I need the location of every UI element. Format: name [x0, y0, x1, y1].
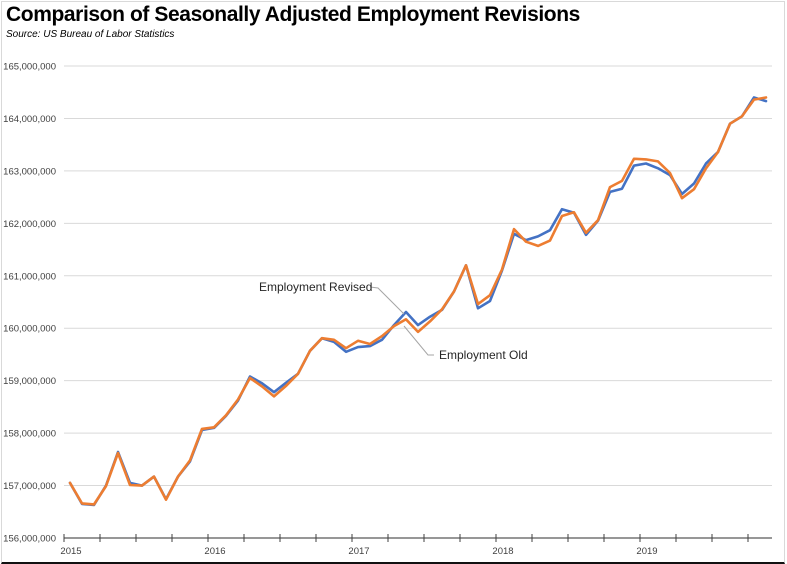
annotation-employment-revised: Employment Revised — [259, 280, 372, 294]
chart-title: Comparison of Seasonally Adjusted Employ… — [6, 3, 580, 26]
x-tick-label: 2016 — [204, 546, 225, 557]
chart-subtitle: Source: US Bureau of Labor Statistics — [6, 29, 175, 40]
annotation-leader-revised — [369, 286, 405, 315]
y-tick-label: 159,000,000 — [3, 376, 56, 387]
annotation-leader-old — [403, 325, 434, 356]
gridlines — [64, 65, 772, 487]
x-tick-label: 2018 — [492, 546, 513, 557]
series-line-employment-revised — [68, 96, 768, 507]
y-tick-label: 160,000,000 — [3, 324, 56, 335]
series-lines — [68, 96, 768, 507]
y-axis-tick-labels: 156,000,000 157,000,000 158,000,000 159,000… — [3, 62, 56, 545]
y-tick-label: 156,000,000 — [3, 534, 56, 545]
x-tick-label: 2017 — [348, 546, 369, 557]
series-line-employment-old — [68, 96, 768, 506]
y-tick-label: 158,000,000 — [3, 429, 56, 440]
y-tick-label: 161,000,000 — [3, 271, 56, 282]
annotations: Employment Revised Employment Old — [259, 280, 528, 362]
x-tick-label: 2015 — [60, 546, 81, 557]
y-tick-label: 157,000,000 — [3, 481, 56, 492]
x-axis: 2015 2016 2017 2018 2019 — [60, 534, 772, 557]
y-tick-label: 165,000,000 — [3, 62, 56, 73]
annotation-employment-old: Employment Old — [439, 348, 528, 362]
series-points-employment-revised — [70, 97, 766, 505]
y-tick-label: 164,000,000 — [3, 114, 56, 125]
y-tick-label: 162,000,000 — [3, 219, 56, 230]
x-tick-label: 2019 — [636, 546, 657, 557]
y-tick-label: 163,000,000 — [3, 166, 56, 177]
series-points-employment-old — [70, 97, 766, 504]
